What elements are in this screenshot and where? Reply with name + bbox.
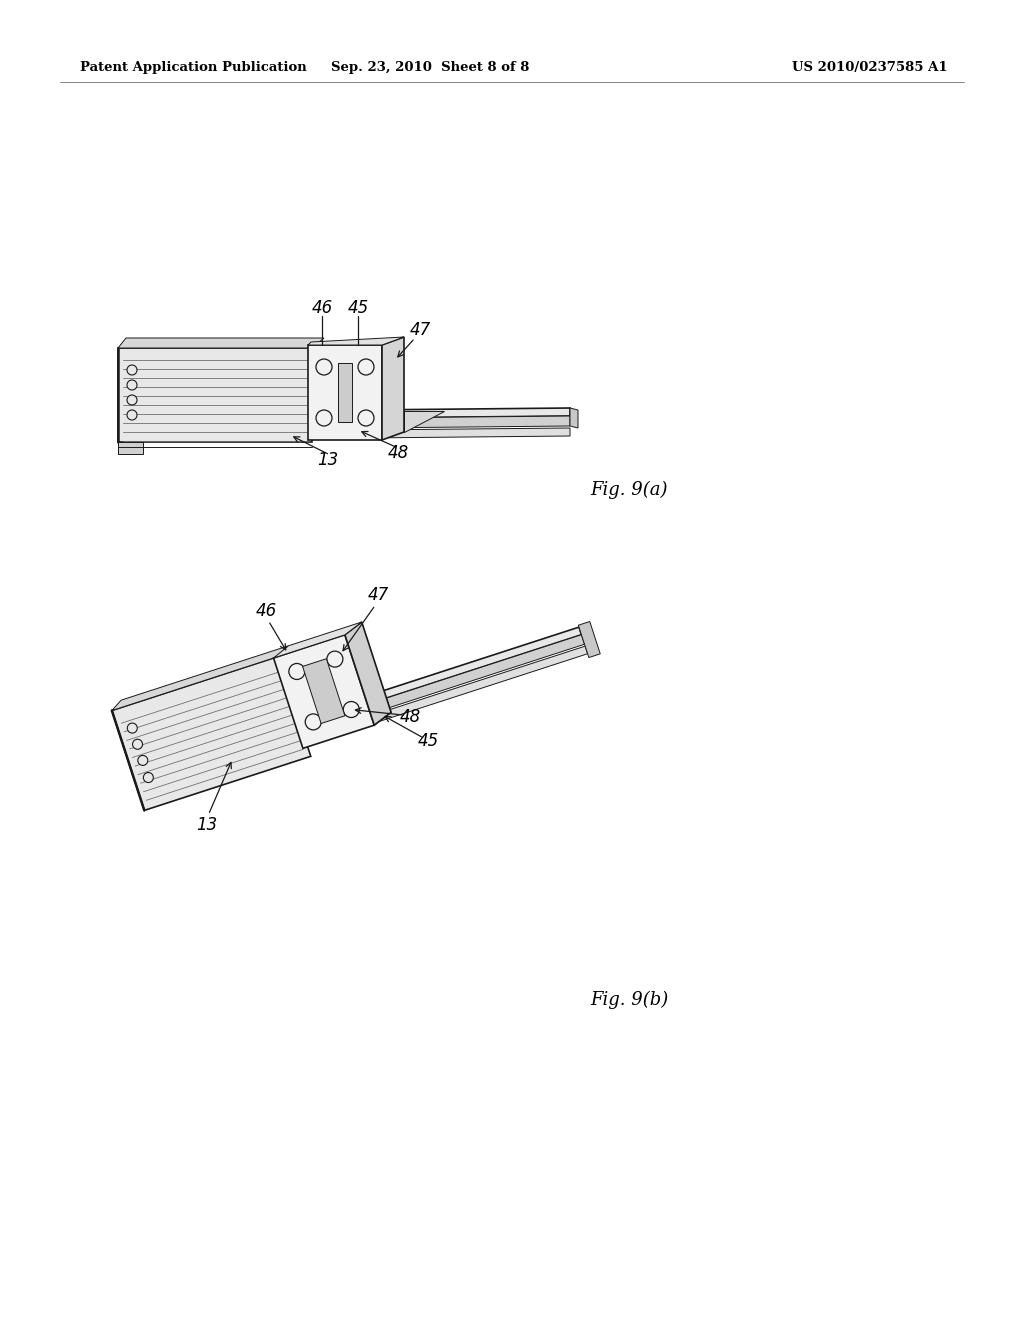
Polygon shape [155,408,570,420]
Circle shape [343,701,359,718]
Text: 47: 47 [410,321,431,339]
Polygon shape [112,656,310,810]
Polygon shape [162,647,588,791]
Circle shape [327,651,343,667]
Circle shape [132,739,142,750]
Circle shape [127,411,137,420]
Polygon shape [570,408,578,428]
Circle shape [358,359,374,375]
Circle shape [358,411,374,426]
Polygon shape [118,442,143,454]
Polygon shape [404,411,444,432]
Text: 48: 48 [387,444,409,462]
Text: 46: 46 [256,602,276,619]
Circle shape [305,714,322,730]
Circle shape [138,755,147,766]
Text: Fig. 9(b): Fig. 9(b) [590,991,669,1008]
Circle shape [289,664,305,680]
Polygon shape [118,348,312,442]
Polygon shape [368,690,391,725]
Polygon shape [158,635,585,781]
Polygon shape [302,659,345,723]
Polygon shape [112,645,289,710]
Polygon shape [338,363,352,422]
Polygon shape [579,622,600,657]
Text: 45: 45 [347,300,369,317]
Text: Patent Application Publication: Patent Application Publication [80,62,307,74]
Polygon shape [155,416,570,430]
Text: 45: 45 [418,731,439,750]
Circle shape [127,723,137,733]
Polygon shape [156,627,582,772]
Text: 46: 46 [311,300,333,317]
Circle shape [316,359,332,375]
Polygon shape [345,622,391,725]
Polygon shape [273,622,361,657]
Text: 48: 48 [399,709,421,726]
Circle shape [316,411,332,426]
Circle shape [127,395,137,405]
Text: 13: 13 [317,451,339,469]
Text: Fig. 9(a): Fig. 9(a) [590,480,668,499]
Circle shape [127,366,137,375]
Circle shape [143,772,154,783]
Text: 47: 47 [368,586,389,605]
Polygon shape [308,345,382,440]
Text: 13: 13 [196,816,217,834]
Polygon shape [155,428,570,440]
Polygon shape [118,338,324,348]
Text: Sep. 23, 2010  Sheet 8 of 8: Sep. 23, 2010 Sheet 8 of 8 [331,62,529,74]
Polygon shape [382,337,404,440]
Circle shape [127,380,137,389]
Polygon shape [308,337,404,345]
Polygon shape [273,635,374,748]
Text: US 2010/0237585 A1: US 2010/0237585 A1 [793,62,948,74]
